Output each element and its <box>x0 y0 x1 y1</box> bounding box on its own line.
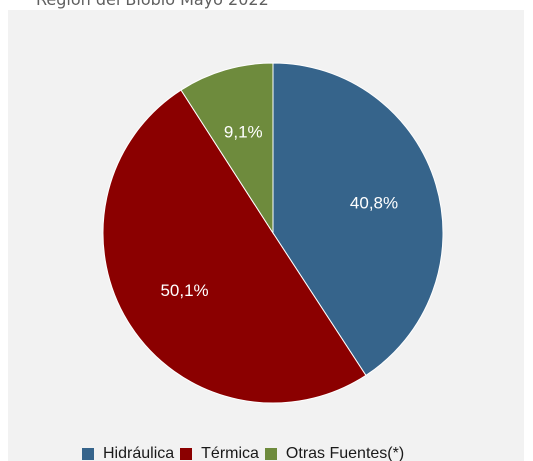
pie-slice-termica <box>102 89 367 404</box>
legend-item-otras-fuentes: Otras Fuentes(*) <box>264 444 405 461</box>
legend-swatch-termica <box>180 448 193 460</box>
legend-swatch-hidraulica <box>82 448 94 460</box>
legend: Hidráulica Térmica Otras Fuentes(*) <box>82 444 410 461</box>
pie-label-otras-fuentes: 9,1% <box>224 122 263 141</box>
legend-item-termica: Térmica <box>180 444 259 461</box>
pie-label-hidraulica: 40,8% <box>350 193 398 212</box>
pie-label-termica: 50,1% <box>160 281 208 300</box>
legend-item-hidraulica: Hidráulica <box>82 444 174 461</box>
legend-label-otras-fuentes: Otras Fuentes(*) <box>285 445 405 461</box>
pie-slice-otras-fuentes <box>180 62 274 235</box>
legend-label-termica: Térmica <box>201 445 259 461</box>
legend-swatch-otras-fuentes <box>264 448 277 460</box>
legend-label-hidraulica: Hidráulica <box>103 445 175 461</box>
chart-title: Región del Biobío Mayo 2022 <box>36 0 269 10</box>
